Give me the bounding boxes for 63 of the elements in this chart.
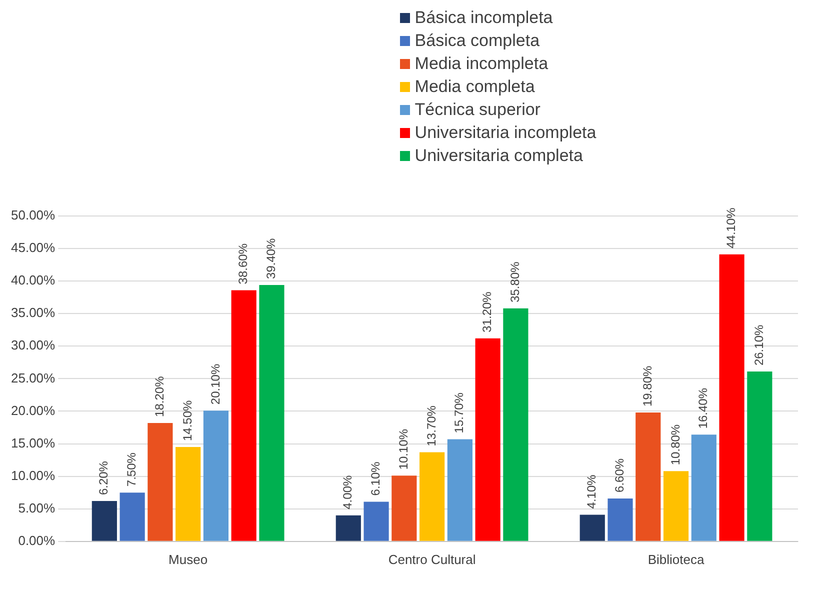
bar — [231, 290, 256, 541]
y-tick-label: 10.00% — [10, 468, 56, 483]
legend-label: Técnica superior — [414, 100, 540, 120]
bar — [608, 498, 633, 541]
data-label: 38.60% — [236, 243, 250, 284]
bar — [364, 502, 389, 541]
data-label: 44.10% — [724, 207, 738, 248]
legend-label: Media incompleta — [414, 54, 548, 74]
y-tick-label: 0.00% — [18, 532, 56, 548]
y-tick-label: 30.00% — [10, 338, 56, 353]
data-label: 4.00% — [340, 475, 355, 510]
data-label: 16.40% — [696, 388, 710, 429]
x-tick-label: Centro Cultural — [388, 552, 476, 567]
bar — [447, 439, 472, 541]
data-label: 13.70% — [424, 405, 438, 446]
legend-label: Media completa — [414, 77, 535, 97]
bar — [259, 284, 284, 541]
bar — [336, 515, 361, 541]
data-label: 6.10% — [368, 461, 383, 496]
legend-label: Básica completa — [414, 31, 540, 51]
data-label: 26.10% — [752, 324, 766, 366]
bar — [691, 434, 716, 541]
bar — [420, 452, 445, 541]
data-label: 4.10% — [584, 474, 599, 509]
bar — [747, 372, 772, 541]
y-tick-label: 25.00% — [10, 370, 56, 386]
bar — [148, 422, 173, 541]
data-label: 39.40% — [264, 238, 278, 279]
bar — [719, 254, 744, 541]
data-label: 10.10% — [396, 428, 410, 470]
bar — [663, 471, 689, 541]
y-tick-label: 35.00% — [10, 305, 56, 320]
data-label: 18.20% — [152, 376, 167, 417]
data-label: 7.50% — [124, 452, 139, 487]
legend-label: Universitaria incompleta — [414, 123, 596, 143]
bar — [503, 308, 528, 541]
data-label: 6.20% — [96, 460, 111, 496]
data-label: 20.10% — [208, 364, 222, 405]
legend-label: Básica incompleta — [414, 8, 553, 28]
y-tick-label: 15.00% — [10, 435, 56, 450]
y-tick-label: 50.00% — [10, 208, 56, 223]
data-label: 10.80% — [668, 424, 682, 466]
y-tick-label: 5.00% — [18, 500, 56, 516]
data-label: 31.20% — [480, 291, 494, 332]
x-tick-label: Biblioteca — [648, 552, 705, 567]
data-label: 6.60% — [612, 458, 627, 492]
y-tick-label: 45.00% — [10, 240, 56, 256]
bar — [636, 412, 661, 541]
bar — [92, 501, 117, 541]
bar — [580, 514, 605, 541]
y-tick-label: 40.00% — [10, 272, 56, 288]
bar — [120, 492, 145, 541]
x-tick-label: Museo — [168, 552, 208, 567]
data-label: 15.70% — [452, 392, 466, 434]
legend-label: Universitaria completa — [414, 146, 583, 166]
data-label: 35.80% — [508, 261, 522, 302]
data-label: 19.80% — [640, 366, 654, 407]
bar — [475, 338, 500, 541]
bar — [392, 476, 417, 541]
bar — [203, 410, 229, 541]
y-tick-label: 20.00% — [10, 402, 56, 418]
data-label: 14.50% — [180, 400, 194, 442]
bar — [176, 447, 201, 541]
